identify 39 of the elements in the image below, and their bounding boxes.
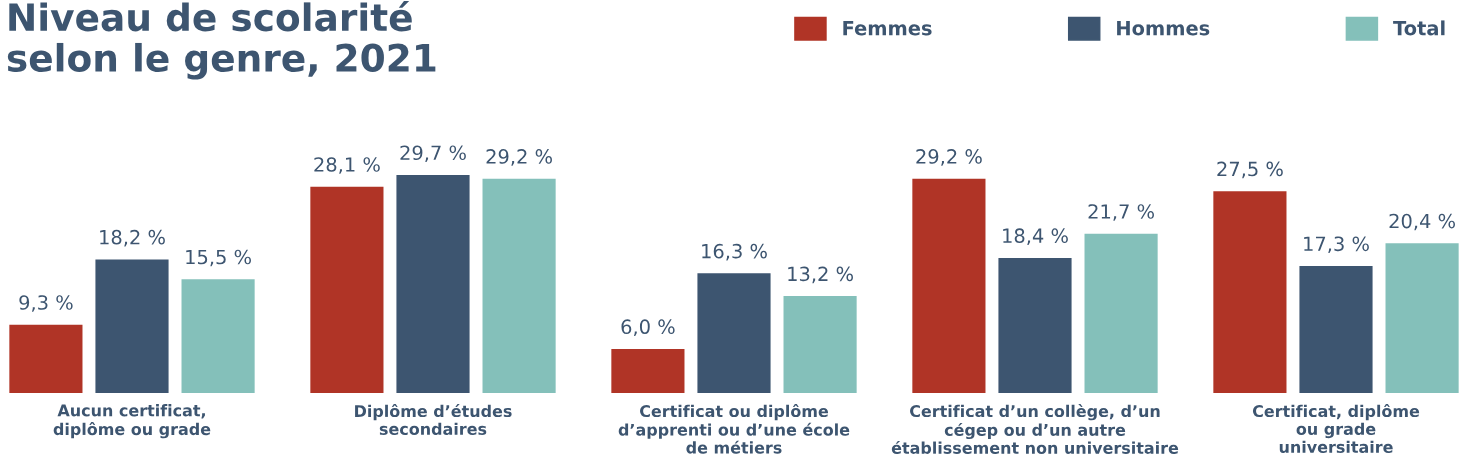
x-tick-label: Diplôme d’études secondaires [355, 404, 512, 435]
bar [482, 178, 556, 393]
bar [783, 296, 857, 393]
legend-label: Hommes [1117, 21, 1210, 36]
legend-label: Total [1393, 20, 1445, 36]
bar [611, 348, 685, 393]
data-label: 20,4 % [1389, 213, 1455, 231]
data-label: 18,2 % [100, 229, 165, 247]
bar [998, 257, 1072, 393]
legend-label: Femmes [843, 21, 932, 36]
x-tick-label: Certificat d’un collège, d’un cégep ou d’un autre établissement non universitaire [891, 404, 1179, 454]
bar [310, 186, 384, 393]
data-label: 15,5 % [186, 249, 251, 267]
data-label: 17,3 % [1304, 236, 1369, 254]
bar [1213, 191, 1287, 393]
bar [912, 178, 986, 393]
bar [697, 273, 771, 393]
bar [181, 279, 255, 393]
data-label: 28,1 % [314, 157, 380, 174]
data-label: 13,2 % [788, 266, 853, 284]
x-tick-label: Certificat, diplôme ou grade universitaire [1252, 404, 1420, 454]
bar [1299, 266, 1373, 393]
bar [9, 324, 83, 393]
data-label: 27,5 % [1217, 161, 1283, 179]
data-label: 16,3 % [702, 243, 767, 261]
x-tick-label: Aucun certificat, diplôme ou grade [53, 404, 211, 439]
chart-title: Niveau de scolarité selon le genre, 2021 [7, 0, 436, 80]
data-label: 18,4 % [1003, 228, 1068, 246]
data-label: 21,7 % [1088, 204, 1154, 221]
x-tick-label: Certificat ou diplôme d’apprenti ou d’une école de métiers [618, 404, 850, 454]
bar [1084, 233, 1158, 393]
bar [95, 259, 169, 393]
data-label: 9,3 % [19, 295, 73, 312]
data-label: 29,2 % [486, 149, 552, 166]
data-label: 29,2 % [916, 149, 982, 166]
data-label: 29,7 % [400, 145, 466, 163]
bar [396, 175, 470, 393]
data-label: 6,0 % [621, 319, 675, 337]
bar [1385, 243, 1459, 393]
